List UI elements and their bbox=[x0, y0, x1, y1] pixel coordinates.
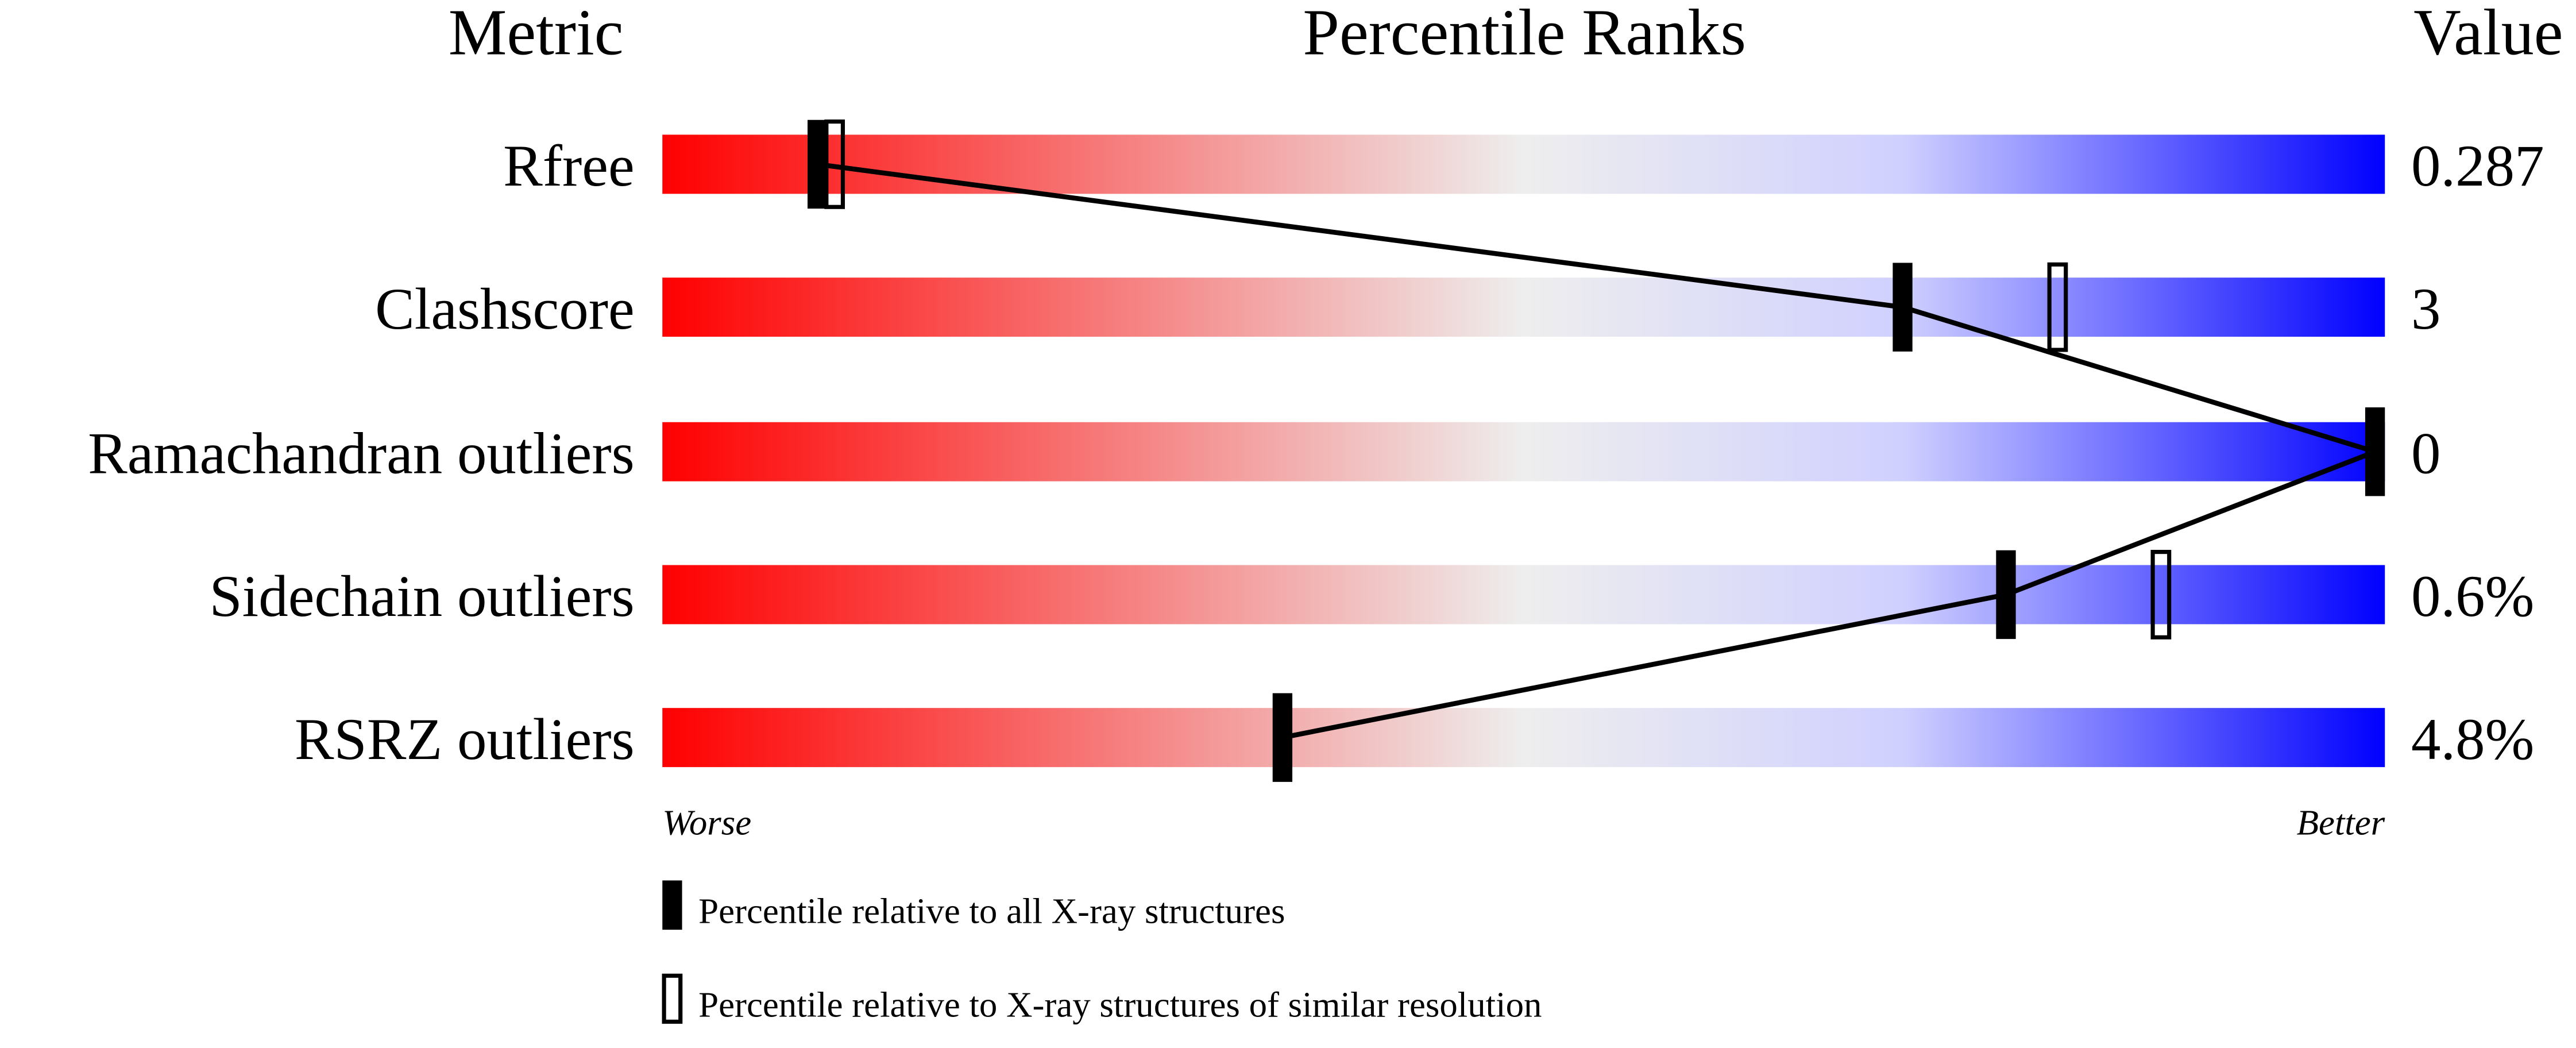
legend-hollow-label: Percentile relative to X-ray structures … bbox=[698, 985, 1542, 1025]
metric-label: Clashscore bbox=[375, 276, 635, 342]
all-structures-marker bbox=[1272, 693, 1293, 782]
metric-value: 0 bbox=[2411, 421, 2440, 486]
worse-label: Worse bbox=[662, 802, 751, 842]
percentile-bar bbox=[662, 422, 2385, 481]
legend-filled-label: Percentile relative to all X-ray structu… bbox=[698, 891, 1285, 931]
header-value: Value bbox=[2413, 0, 2563, 68]
metric-value: 3 bbox=[2411, 276, 2440, 342]
percentile-bar bbox=[662, 565, 2385, 625]
metric-value: 4.8% bbox=[2411, 707, 2534, 772]
metric-value: 0.6% bbox=[2411, 564, 2534, 629]
legend-hollow-marker bbox=[662, 973, 683, 1024]
similar-resolution-marker bbox=[2150, 550, 2172, 639]
all-structures-marker bbox=[2365, 407, 2385, 496]
legend-filled-marker bbox=[662, 880, 682, 930]
percentile-bar bbox=[662, 134, 2385, 194]
metric-value: 0.287 bbox=[2411, 133, 2544, 199]
similar-resolution-marker bbox=[2047, 262, 2068, 352]
metric-label: Ramachandran outliers bbox=[88, 421, 635, 486]
metric-label: Sidechain outliers bbox=[209, 564, 634, 629]
header-metric: Metric bbox=[449, 0, 624, 68]
all-structures-marker bbox=[1893, 263, 1913, 352]
metric-label: Rfree bbox=[503, 133, 635, 199]
header-percentile-ranks: Percentile Ranks bbox=[1303, 0, 1746, 68]
all-structures-marker bbox=[1996, 550, 2016, 639]
percentile-bar bbox=[662, 278, 2385, 337]
all-structures-marker bbox=[808, 120, 828, 209]
percentile-bar bbox=[662, 708, 2385, 768]
better-label: Better bbox=[2297, 802, 2385, 842]
metric-label: RSRZ outliers bbox=[295, 707, 635, 772]
